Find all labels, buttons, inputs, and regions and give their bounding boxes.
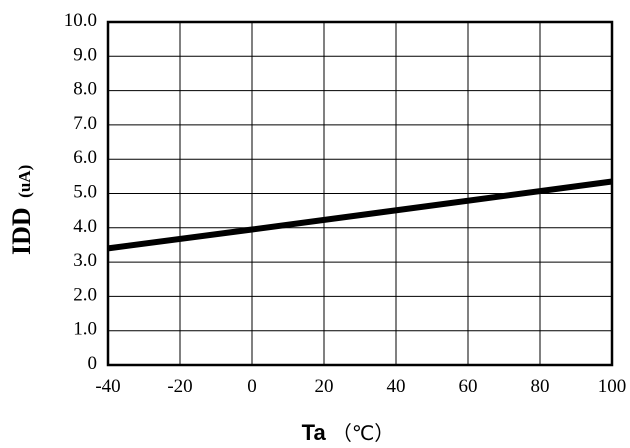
y-tick-label: 9.0 bbox=[73, 44, 97, 65]
x-tick-label: -20 bbox=[167, 376, 192, 397]
x-axis-label: Ta （℃） bbox=[302, 420, 395, 445]
y-axis-label-unit: (uA) bbox=[15, 165, 34, 198]
y-tick-label: 1.0 bbox=[73, 319, 97, 340]
x-axis-label-unit: （℃） bbox=[332, 421, 394, 445]
y-tick-label: 0 bbox=[88, 353, 98, 374]
plot-frame bbox=[106, 20, 614, 367]
y-tick-label: 6.0 bbox=[73, 147, 97, 168]
y-tick-label: 4.0 bbox=[73, 216, 97, 237]
series-line bbox=[107, 178, 613, 252]
y-tick-label: 10.0 bbox=[64, 10, 97, 31]
x-tick-label: 60 bbox=[459, 376, 478, 397]
y-axis-ticks: 0 1.0 2.0 3.0 4.0 5.0 6.0 7.0 8.0 9.0 10.0 bbox=[64, 10, 97, 374]
y-axis-label-main: IDD bbox=[7, 207, 36, 255]
x-axis-ticks: -40 -20 0 20 40 60 80 100 bbox=[95, 376, 626, 397]
series-layer bbox=[107, 178, 613, 252]
y-tick-label: 2.0 bbox=[73, 284, 97, 305]
y-tick-label: 3.0 bbox=[73, 250, 97, 271]
x-tick-label: 100 bbox=[598, 376, 627, 397]
x-axis-label-main: Ta bbox=[302, 420, 327, 445]
x-tick-label: 20 bbox=[315, 376, 334, 397]
x-tick-label: 80 bbox=[531, 376, 550, 397]
y-tick-label: 5.0 bbox=[73, 182, 97, 203]
x-tick-label: 0 bbox=[247, 376, 257, 397]
y-tick-label: 8.0 bbox=[73, 79, 97, 100]
y-axis-label: IDD (uA) bbox=[7, 165, 36, 255]
x-tick-label: -40 bbox=[95, 376, 120, 397]
x-tick-label: 40 bbox=[387, 376, 406, 397]
y-tick-label: 7.0 bbox=[73, 113, 97, 134]
